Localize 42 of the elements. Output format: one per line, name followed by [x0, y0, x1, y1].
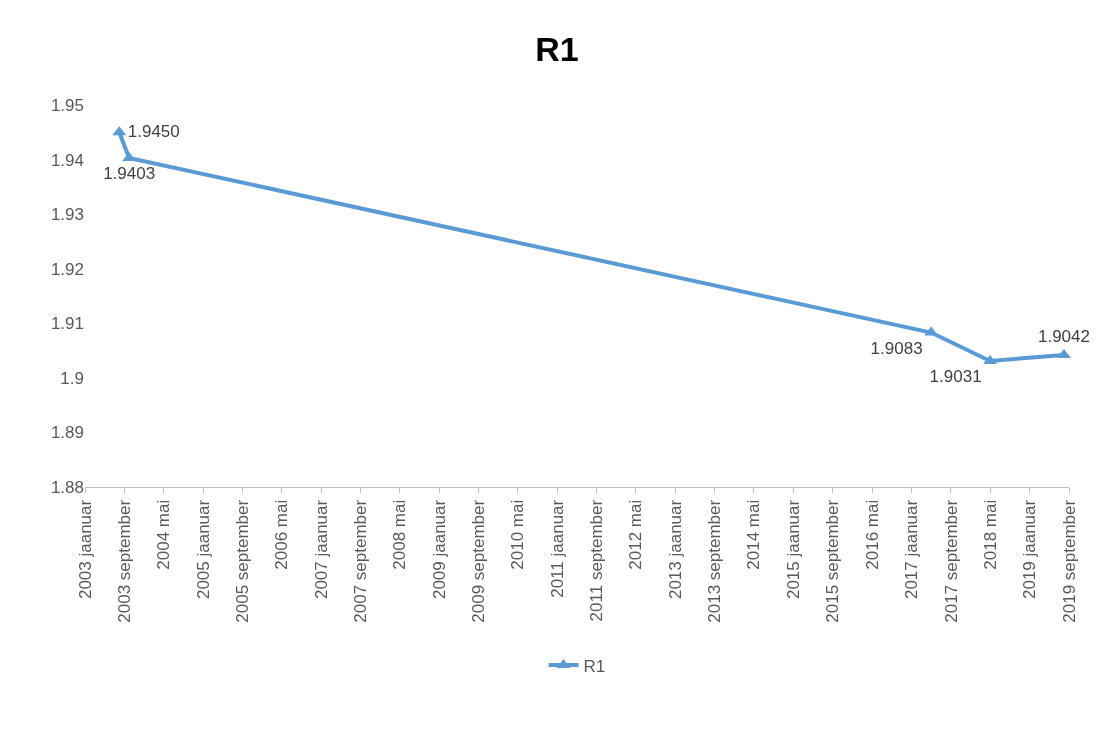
data-label: 1.9031: [929, 367, 982, 387]
chart-title: R1: [535, 29, 579, 68]
x-tick-label: 2014 mai: [744, 499, 764, 570]
x-tick-label: 2005 september: [232, 499, 252, 623]
y-tick-label: 1.95: [50, 95, 84, 115]
legend-label: R1: [583, 656, 606, 676]
x-tick-label: 2007 jaanuar: [311, 499, 331, 600]
x-tick-label: 2019 jaanuar: [1020, 499, 1040, 600]
x-tick-label: 2019 september: [1059, 499, 1079, 623]
y-tick-label: 1.89: [50, 423, 84, 443]
x-tick-label: 2005 jaanuar: [193, 499, 213, 600]
y-tick-label: 1.91: [50, 314, 84, 334]
y-tick-label: 1.94: [50, 150, 84, 170]
x-tick-label: 2017 september: [941, 499, 961, 623]
y-tick-label: 1.92: [50, 259, 84, 279]
point: [1057, 348, 1071, 358]
x-tick-label: 2007 september: [350, 499, 370, 623]
x-tick-label: 2016 mai: [862, 499, 882, 570]
y-tick-label: 1.9: [60, 368, 84, 388]
x-tick-label: 2004 mai: [154, 499, 174, 570]
y-tick-label: 1.88: [50, 477, 84, 497]
data-label: 1.9450: [127, 121, 180, 141]
data-label: 1.9403: [103, 164, 156, 184]
x-tick-label: 2018 mai: [980, 499, 1000, 570]
x-tick-label: 2013 september: [705, 499, 725, 623]
data-label: 1.9042: [1037, 327, 1090, 347]
data-label: 1.9083: [870, 338, 923, 358]
x-tick-label: 2003 september: [114, 499, 134, 623]
x-tick-label: 2015 september: [823, 499, 843, 623]
x-tick-label: 2011 september: [587, 499, 607, 622]
x-tick-label: 2010 mai: [508, 499, 528, 570]
x-tick-label: 2015 jaanuar: [784, 499, 804, 600]
x-tick-label: 2008 mai: [390, 499, 410, 570]
x-tick-label: 2013 jaanuar: [666, 499, 686, 600]
x-tick-label: 2003 jaanuar: [75, 499, 95, 600]
x-tick-label: 2017 jaanuar: [902, 499, 922, 600]
y-tick-label: 1.93: [50, 205, 84, 225]
x-tick-label: 2009 september: [469, 499, 489, 623]
x-tick-label: 2012 mai: [626, 499, 646, 570]
x-tick-label: 2006 mai: [272, 499, 292, 570]
x-tick-label: 2009 jaanuar: [429, 499, 449, 600]
x-tick-label: 2011 jaanuar: [547, 499, 567, 598]
